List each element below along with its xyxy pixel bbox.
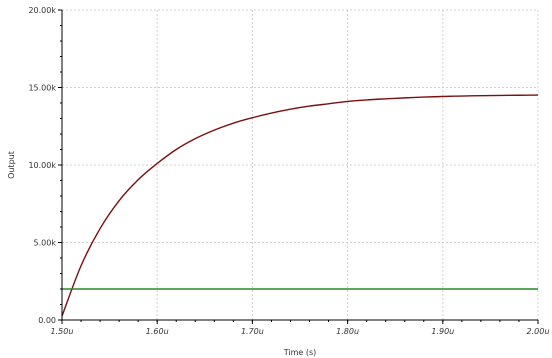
x-tick-label: 1.60u — [146, 327, 169, 336]
y-tick-label: 15.00k — [28, 84, 56, 93]
x-tick-label: 1.80u — [336, 327, 359, 336]
tick-labels: 1.50u 1.60u 1.70u 1.80u 1.90u 2.00u 0.00 5.00k 1… — [28, 6, 549, 336]
y-tick-label: 20.00k — [28, 6, 56, 15]
series-line-1 — [61, 94, 539, 317]
x-tick-label: 2.00u — [527, 327, 550, 336]
y-axis-title: Output — [7, 151, 16, 179]
series-layer — [61, 94, 539, 317]
x-tick-label: 1.70u — [241, 327, 264, 336]
y-tick-label: 5.00k — [34, 239, 57, 248]
x-tick-label: 1.50u — [51, 327, 74, 336]
x-tick-label: 1.90u — [431, 327, 454, 336]
grid — [62, 9, 539, 320]
y-tick-label: 10.00k — [28, 161, 56, 170]
axes — [58, 9, 539, 324]
x-axis-title: Time (s) — [283, 348, 317, 357]
y-tick-label: 0.00 — [38, 316, 56, 325]
